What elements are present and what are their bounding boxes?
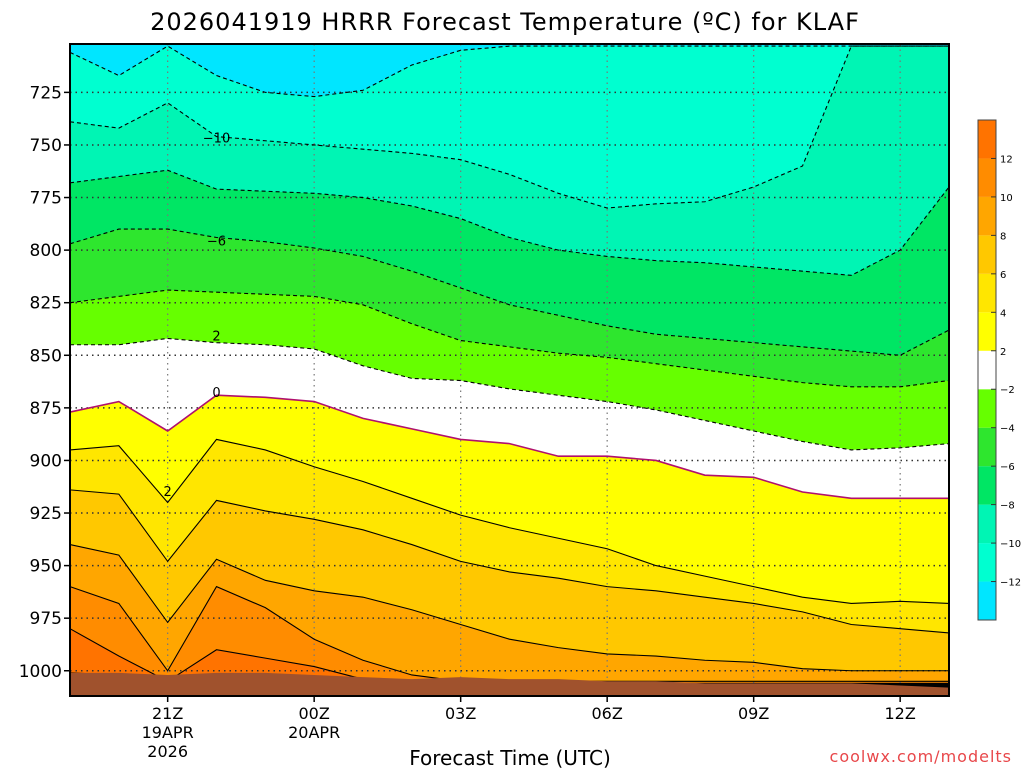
y-tick-label: 925 [30, 504, 62, 524]
contour-label: −6 [207, 235, 226, 250]
contour-label: 0 [212, 386, 220, 401]
y-tick-label: 1000 [19, 662, 62, 682]
y-tick-label: 800 [30, 241, 62, 261]
x-axis-label: Forecast Time (UTC) [409, 746, 611, 768]
grid-lines [70, 44, 949, 696]
x-tick-date: 20APR [288, 723, 340, 742]
y-axis: 725 750 775 800 825 850 875 900 925 950 975 1000 [19, 83, 70, 682]
colorbar-swatch [978, 504, 996, 544]
y-tick-label: 950 [30, 557, 62, 577]
isotherm-4 [69, 489, 950, 634]
y-tick-label: 900 [30, 451, 62, 471]
x-tick-label: 21Z [152, 704, 183, 723]
y-tick-label: 825 [30, 294, 62, 314]
y-tick-label: 775 [30, 189, 62, 209]
colorbar-swatch [978, 466, 996, 505]
ground-surface [70, 672, 949, 696]
colorbar-tick-label: −4 [1000, 424, 1015, 435]
isotherm-2 [69, 438, 950, 605]
x-tick-label: 06Z [592, 704, 623, 723]
contour-label: −10 [203, 132, 230, 147]
isotherm-6 [69, 544, 949, 672]
isotherm--2 [70, 337, 950, 451]
isotherm-0 [69, 394, 949, 500]
y-tick-label: 875 [30, 399, 62, 419]
y-tick-label: 725 [30, 83, 62, 103]
colorbar-swatch [978, 158, 996, 197]
y-tick-label: 750 [30, 136, 62, 156]
colorbar-tick-label: 4 [1000, 308, 1006, 319]
colorbar-tick-label: 2 [1000, 347, 1006, 358]
isotherm--4 [69, 289, 950, 388]
colorbar-tick-label: 8 [1000, 231, 1006, 242]
colorbar-swatch [978, 196, 996, 236]
isotherm--6 [69, 228, 950, 356]
x-tick-label: 12Z [885, 704, 916, 723]
colorbar-tick-label: −12 [1000, 578, 1021, 589]
isotherm--12 [69, 45, 949, 98]
contour-labels: −10 −6 2 0 2 [164, 132, 231, 500]
colorbar-tick-label: 10 [1000, 193, 1013, 204]
colorbar-swatch [978, 312, 996, 351]
colorbar-swatch [978, 543, 996, 582]
plot-frame [69, 43, 950, 697]
colorbar-tick-label: 12 [1000, 154, 1013, 165]
y-tick-label: 850 [30, 346, 62, 366]
x-tick-year: 2026 [147, 742, 188, 761]
colorbar-frame [977, 119, 997, 621]
colorbar-swatch [978, 427, 996, 467]
colorbar-swatch [978, 389, 996, 428]
colorbar-swatch [978, 581, 996, 620]
contour-label: 2 [164, 485, 172, 500]
chart-title: 2026041919 HRRR Forecast Temperature (ºC… [150, 8, 860, 36]
colorbar-swatch [978, 350, 996, 390]
isotherm--8 [69, 169, 950, 276]
x-tick-date: 19APR [142, 723, 194, 742]
colorbar-legend: 12 10 8 6 4 2 −2 −4 −6 −8 −10 −12 [977, 119, 1021, 621]
y-tick-label: 975 [30, 609, 62, 629]
x-tick-label: 03Z [445, 704, 476, 723]
colorbar-swatch [978, 273, 996, 313]
colorbar-tick-label: −6 [1000, 462, 1015, 473]
colorbar-tick-label: −2 [1000, 385, 1015, 396]
colorbar-tick-label: −8 [1000, 501, 1015, 512]
x-tick-label: 00Z [299, 704, 330, 723]
contour-label: 2 [212, 329, 220, 344]
credit-text: coolwx.com/modelts [830, 747, 1012, 766]
colorbar-tick-label: −10 [1000, 539, 1021, 550]
colorbar-tick-label: 6 [1000, 270, 1006, 281]
temperature-fill-bands [70, 44, 949, 697]
colorbar-swatch [978, 120, 996, 159]
colorbar-swatch [978, 235, 996, 274]
isotherm--10 [69, 45, 949, 209]
x-tick-label: 09Z [738, 704, 769, 723]
isotherm-lines [69, 45, 950, 684]
surface-ground [70, 672, 949, 696]
